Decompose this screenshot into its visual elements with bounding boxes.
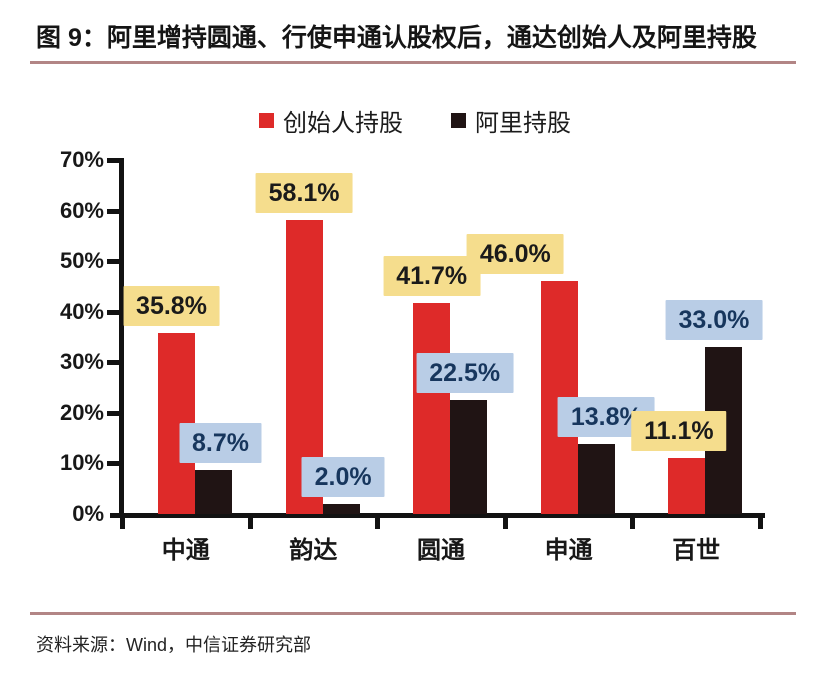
legend-swatch-ali-icon	[451, 113, 466, 128]
ali-value-label: 2.0%	[301, 456, 385, 497]
y-tick-label: 60%	[59, 197, 104, 223]
y-tick-label: 0%	[72, 501, 104, 526]
y-tick-label: 30%	[59, 349, 104, 375]
ali-value-label: 33.0%	[665, 300, 763, 341]
legend-item-founder: 创始人持股	[259, 103, 403, 138]
founder-value-label: 35.8%	[123, 285, 220, 326]
ali-bar	[195, 470, 232, 514]
y-tick-label: 20%	[59, 399, 104, 425]
legend-swatch-founder-icon	[259, 113, 274, 128]
ali-bar	[322, 503, 360, 514]
founder-value-label: 41.7%	[383, 256, 481, 297]
y-tick	[107, 360, 120, 366]
y-tick-label: 70%	[59, 147, 104, 172]
legend-label-ali: 阿里持股	[475, 110, 571, 137]
y-tick-label: 40%	[59, 298, 104, 324]
title-underline	[30, 61, 796, 64]
founder-value-label: 58.1%	[255, 173, 353, 214]
x-category-label: 中通	[161, 537, 210, 564]
founder-value-label: 46.0%	[466, 234, 564, 275]
legend-label-founder: 创始人持股	[283, 110, 403, 137]
founder-value-label: 11.1%	[631, 410, 727, 451]
ali-value-label: 13.8%	[557, 397, 655, 438]
y-tick	[107, 208, 120, 214]
y-tick-label: 50%	[59, 248, 104, 274]
founder-bar	[668, 457, 706, 514]
ali-bar	[577, 444, 615, 514]
legend-item-ali: 阿里持股	[451, 103, 571, 138]
x-category-label: 百世	[672, 537, 721, 564]
ali-bar	[450, 400, 488, 514]
y-tick	[107, 410, 120, 416]
x-tick	[375, 517, 381, 529]
y-tick	[107, 259, 120, 265]
x-tick	[247, 517, 253, 529]
x-tick	[502, 517, 508, 529]
y-tick	[107, 158, 120, 163]
x-category-label: 申通	[544, 537, 593, 564]
x-tick	[758, 517, 763, 529]
x-tick	[120, 517, 125, 529]
x-axis	[110, 513, 765, 518]
figure-title: 图 9：阿里增持圆通、行使申通认股权后，通达创始人及阿里持股	[36, 24, 757, 52]
ali-value-label: 8.7%	[179, 423, 262, 463]
footer-divider	[30, 612, 796, 615]
chart-legend: 创始人持股 阿里持股	[0, 103, 830, 138]
y-tick-label: 10%	[59, 450, 104, 476]
founder-bar	[413, 303, 451, 514]
x-category-label: 圆通	[416, 537, 465, 564]
y-axis	[119, 158, 124, 518]
y-tick	[107, 309, 120, 315]
ali-value-label: 22.5%	[416, 353, 514, 394]
y-tick	[107, 461, 120, 467]
x-category-label: 韵达	[289, 537, 338, 564]
source-note: 资料来源：Wind，中信证券研究部	[36, 635, 312, 655]
x-tick	[630, 517, 636, 529]
